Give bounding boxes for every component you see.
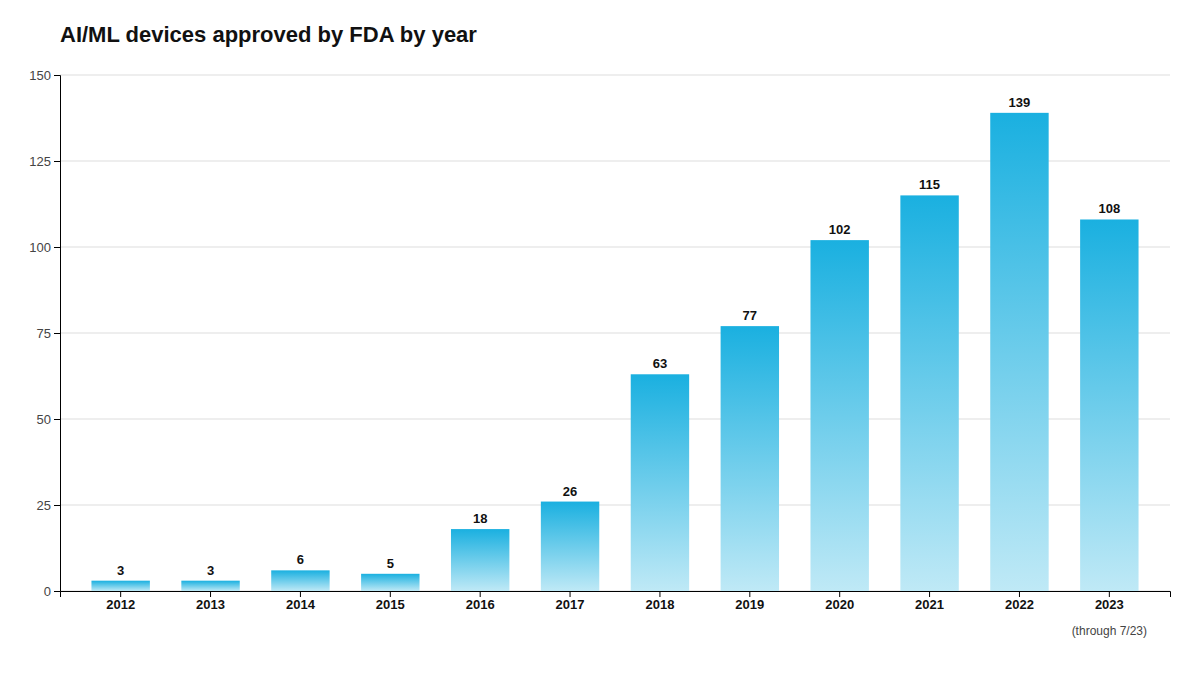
tick-label: 150 [29,68,51,83]
tick-mark [1109,591,1110,597]
tick-label: 25 [37,498,51,513]
tick-mark [749,591,750,597]
tick-label: 2023 [1095,597,1124,612]
data-label: 18 [473,511,487,526]
tick-label: 2019 [735,597,764,612]
tick-label: 2022 [1005,597,1034,612]
title: AI/ML devices approved by FDA by year [60,22,477,47]
data-label: 108 [1098,201,1120,216]
x-tick: 2012 [106,591,135,612]
bar [990,113,1048,591]
bar [900,195,958,591]
tick-label: 0 [44,584,51,599]
annotation: (through 7/23) [1072,624,1147,638]
x-tick: 2022 [1005,591,1034,612]
tick-mark [54,75,60,76]
x-axis: 2012 2013 2014 2015 2016 2017 2018 2019 2020 2021… [61,591,1171,612]
tick-mark [300,591,301,597]
plot-area: 0 25 50 75 100 125 150 2012 2013 2014 2015 2016 2017… [29,68,1170,638]
data-label: 77 [743,308,757,323]
data-label: 63 [653,356,667,371]
y-tick: 75 [37,326,60,341]
bar [271,570,329,591]
axis-line [54,76,61,592]
y-tick: 100 [29,240,60,255]
x-tick: 2018 [645,591,674,612]
tick-mark [54,591,60,592]
data-label: 3 [207,563,214,578]
tick-mark [929,591,930,597]
tick-mark [659,591,660,597]
data-label: 26 [563,484,577,499]
x-tick: 2013 [196,591,225,612]
data-label: 5 [387,556,394,571]
tick-label: 2021 [915,597,944,612]
y-tick: 125 [29,154,60,169]
data-label: 102 [829,222,851,237]
x-tick: 2017 [556,591,585,612]
data-label: 6 [297,552,304,567]
grid [60,75,1170,591]
tick-label: 2016 [466,597,495,612]
y-axis: 0 25 50 75 100 125 150 [29,68,60,599]
y-tick: 25 [37,498,60,513]
tick-mark [54,333,60,334]
chart-svg: 0 25 50 75 100 125 150 2012 2013 2014 2015 2016 2017… [0,0,1200,676]
x-tick: 2021 [915,591,944,612]
tick-mark [120,591,121,597]
tick-mark [210,591,211,597]
tick-mark [54,419,60,420]
tick-mark [839,591,840,597]
tick-label: 100 [29,240,51,255]
grid-line [60,75,1170,76]
y-tick: 150 [29,68,60,83]
tick-label: 2012 [106,597,135,612]
data-labels: 3 3 6 5 18 26 63 77 102 115 139 108 [117,95,1120,578]
data-label: 139 [1009,95,1031,110]
tick-label: 50 [37,412,51,427]
y-tick: 0 [44,584,60,599]
bar [361,574,419,591]
x-tick: 2014 [286,591,316,612]
bar [631,374,689,591]
x-tick: 2015 [376,591,405,612]
tick-label: 2014 [286,597,316,612]
tick-mark [54,505,60,506]
bar [451,529,509,591]
x-tick: 2020 [825,591,854,612]
tick-label: 2013 [196,597,225,612]
tick-label: 125 [29,154,51,169]
axis-line [61,592,1171,598]
y-tick: 50 [37,412,60,427]
tick-mark [570,591,571,597]
x-tick: 2023 [1095,591,1124,612]
tick-label: 2020 [825,597,854,612]
tick-label: 75 [37,326,51,341]
tick-mark [390,591,391,597]
tick-mark [480,591,481,597]
x-tick: 2019 [735,591,764,612]
data-label: 3 [117,563,124,578]
bars [91,113,1138,591]
tick-label: 2018 [645,597,674,612]
bar [1080,219,1138,591]
bar [810,240,868,591]
tick-label: 2015 [376,597,405,612]
bar [721,326,779,591]
bar [181,581,239,591]
tick-mark [1019,591,1020,597]
chart-container: 0 25 50 75 100 125 150 2012 2013 2014 2015 2016 2017… [0,0,1200,676]
data-label: 115 [919,177,940,192]
tick-label: 2017 [556,597,585,612]
bar [541,502,599,591]
tick-mark [54,161,60,162]
tick-mark [54,247,60,248]
bar [91,581,149,591]
x-tick: 2016 [466,591,495,612]
